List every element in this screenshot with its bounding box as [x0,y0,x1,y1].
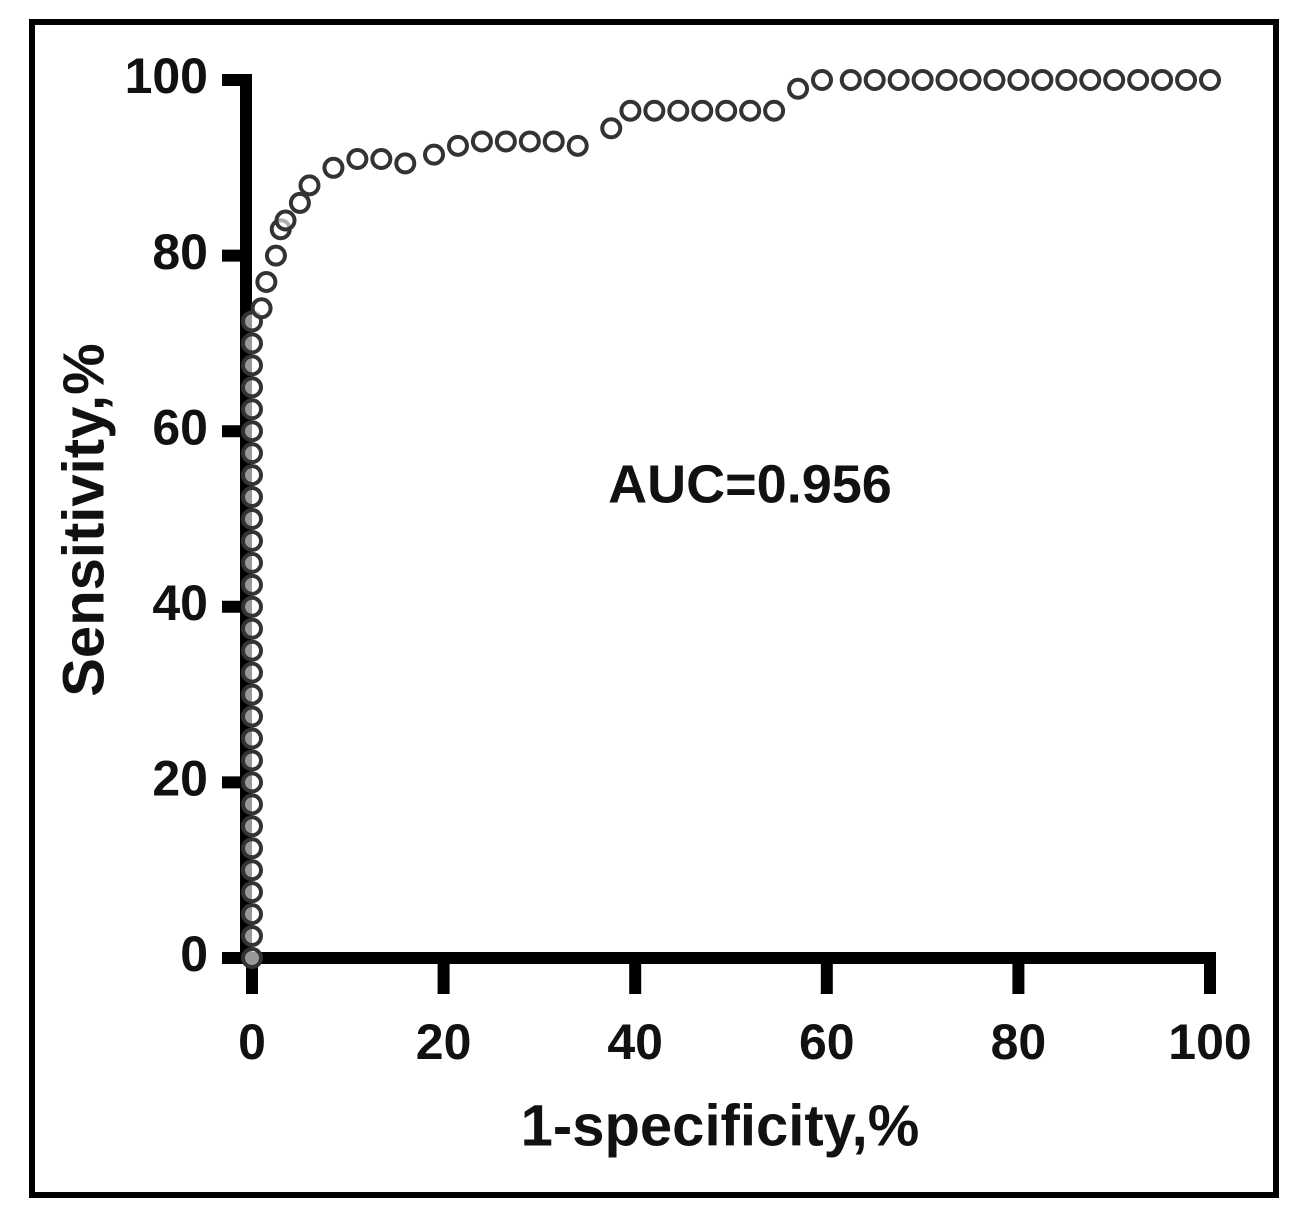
point [811,69,834,91]
point [241,529,263,552]
point [470,130,493,153]
x-tick-label: 0 [238,1014,266,1070]
point [518,130,541,153]
point [241,595,263,618]
point [566,134,589,157]
point [370,148,393,171]
point [241,354,263,377]
point [241,947,263,969]
y-tick-label: 100 [125,48,208,104]
point [1127,69,1150,91]
point [346,148,369,171]
point [241,903,263,926]
point [643,99,666,122]
point [255,270,278,293]
point [241,771,263,794]
point [839,69,862,91]
point [264,244,287,267]
point [241,859,263,882]
point [241,398,263,421]
x-tick-label: 100 [1168,1014,1251,1070]
point [619,99,642,122]
point [935,69,958,91]
point [446,134,469,157]
point [250,297,273,320]
y-tick-label: 0 [180,926,208,982]
point [241,617,263,640]
point [691,99,714,122]
point [911,69,934,91]
point [241,749,263,772]
point [1151,69,1174,91]
point [241,793,263,816]
point [863,69,886,91]
point [241,639,263,662]
point [667,99,690,122]
point [542,130,565,153]
point [494,130,517,153]
y-axis-title: Sensitivity,% [51,343,116,697]
x-tick-label: 40 [607,1014,663,1070]
y-tick-label: 40 [152,575,208,631]
point [241,727,263,750]
point [241,376,263,399]
point [394,152,417,175]
y-tick-label: 80 [152,224,208,280]
point [1007,69,1030,91]
point [1079,69,1102,91]
point [274,209,297,232]
point [241,486,263,509]
point [600,117,623,140]
point [288,191,311,214]
point [1175,69,1198,91]
x-axis-title: 1-specificity,% [521,1093,920,1158]
point [739,99,762,122]
point [322,156,345,179]
point [241,508,263,530]
point [1055,69,1078,91]
point [241,881,263,904]
y-tick-label: 20 [152,751,208,807]
x-tick-label: 60 [799,1014,855,1070]
point [1103,69,1126,91]
point [1199,69,1221,91]
point [241,683,263,706]
point [241,442,263,465]
point [715,99,738,122]
point [241,661,263,684]
point [763,99,786,122]
x-tick-label: 80 [991,1014,1047,1070]
point [241,464,263,487]
point [1031,69,1054,91]
point [423,143,446,166]
point [959,69,982,91]
point [298,174,321,197]
point [241,925,263,948]
y-tick-label: 60 [152,399,208,455]
x-tick-label: 20 [416,1014,472,1070]
point [241,705,263,728]
point [887,69,910,91]
point [241,815,263,838]
point [241,332,263,355]
annotation: AUC=0.956 [608,454,892,514]
point [241,420,263,443]
point [787,77,810,100]
point [241,551,263,574]
point [241,837,263,860]
point [241,573,263,596]
point [983,69,1006,91]
